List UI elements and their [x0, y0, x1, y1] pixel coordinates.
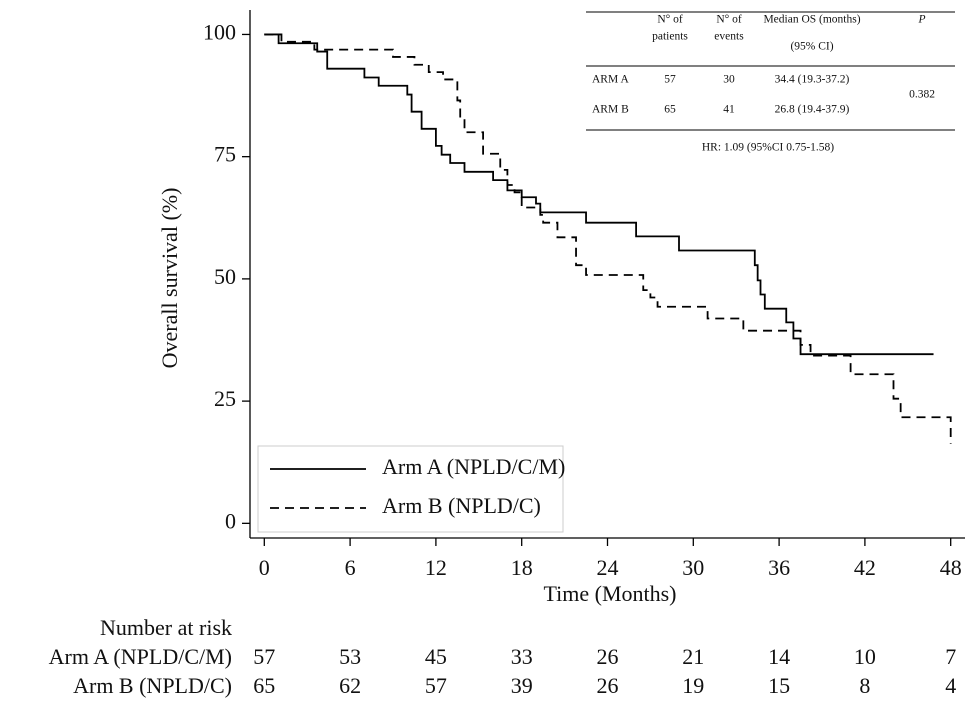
x-tick-label: 42 [854, 555, 876, 580]
survival-curve [264, 33, 952, 444]
table-header: N° of [657, 14, 683, 26]
risk-title: Number at risk [100, 615, 232, 640]
legend-label: Arm B (NPLD/C) [382, 493, 541, 518]
x-tick-label: 0 [259, 555, 270, 580]
table-arm: ARM A [592, 74, 629, 86]
table-header: P [917, 14, 925, 26]
risk-count: 65 [253, 673, 275, 698]
x-tick-label: 12 [425, 555, 447, 580]
risk-count: 39 [511, 673, 533, 698]
risk-count: 7 [945, 644, 956, 669]
legend-box [257, 445, 564, 533]
table-header: events [714, 31, 744, 43]
x-tick-label: 18 [511, 555, 533, 580]
y-tick-label: 100 [203, 19, 236, 44]
table-cell: 34.4 (19.3-37.2) [775, 74, 850, 86]
risk-label: Arm B (NPLD/C) [73, 673, 232, 698]
risk-label: Arm A (NPLD/C/M) [49, 644, 232, 669]
risk-count: 10 [854, 644, 876, 669]
x-tick-label: 48 [940, 555, 962, 580]
risk-count: 8 [859, 673, 870, 698]
risk-count: 57 [253, 644, 275, 669]
risk-count: 14 [768, 644, 790, 669]
x-axis-title: Time (Months) [543, 581, 676, 606]
y-tick-label: 0 [225, 508, 236, 533]
risk-count: 26 [597, 673, 619, 698]
risk-count: 21 [682, 644, 704, 669]
table-cell: 26.8 (19.4-37.9) [775, 104, 850, 116]
risk-count: 62 [339, 673, 361, 698]
table-cell: 30 [723, 74, 735, 86]
p-value: 0.382 [909, 89, 935, 101]
table-footnote: HR: 1.09 (95%CI 0.75-1.58) [702, 142, 834, 154]
y-axis-title: Overall survival (%) [157, 188, 182, 369]
risk-count: 53 [339, 644, 361, 669]
risk-count: 4 [945, 673, 956, 698]
table-header: Median OS (months) [763, 14, 860, 26]
x-tick-label: 30 [682, 555, 704, 580]
risk-count: 57 [425, 673, 447, 698]
table-cell: 57 [664, 74, 676, 86]
table-header: (95% CI) [790, 41, 833, 53]
risk-count: 15 [768, 673, 790, 698]
risk-count: 33 [511, 644, 533, 669]
x-tick-label: 24 [597, 555, 619, 580]
y-tick-label: 25 [214, 386, 236, 411]
legend-label: Arm A (NPLD/C/M) [382, 454, 565, 479]
risk-count: 19 [682, 673, 704, 698]
table-header: N° of [716, 14, 742, 26]
x-tick-label: 36 [768, 555, 790, 580]
table-arm: ARM B [592, 104, 629, 116]
y-tick-label: 50 [214, 264, 236, 289]
risk-count: 26 [597, 644, 619, 669]
table-cell: 41 [723, 104, 735, 116]
risk-count: 45 [425, 644, 447, 669]
table-cell: 65 [664, 104, 676, 116]
x-tick-label: 6 [345, 555, 356, 580]
table-header: patients [652, 31, 688, 43]
y-tick-label: 75 [214, 142, 236, 167]
